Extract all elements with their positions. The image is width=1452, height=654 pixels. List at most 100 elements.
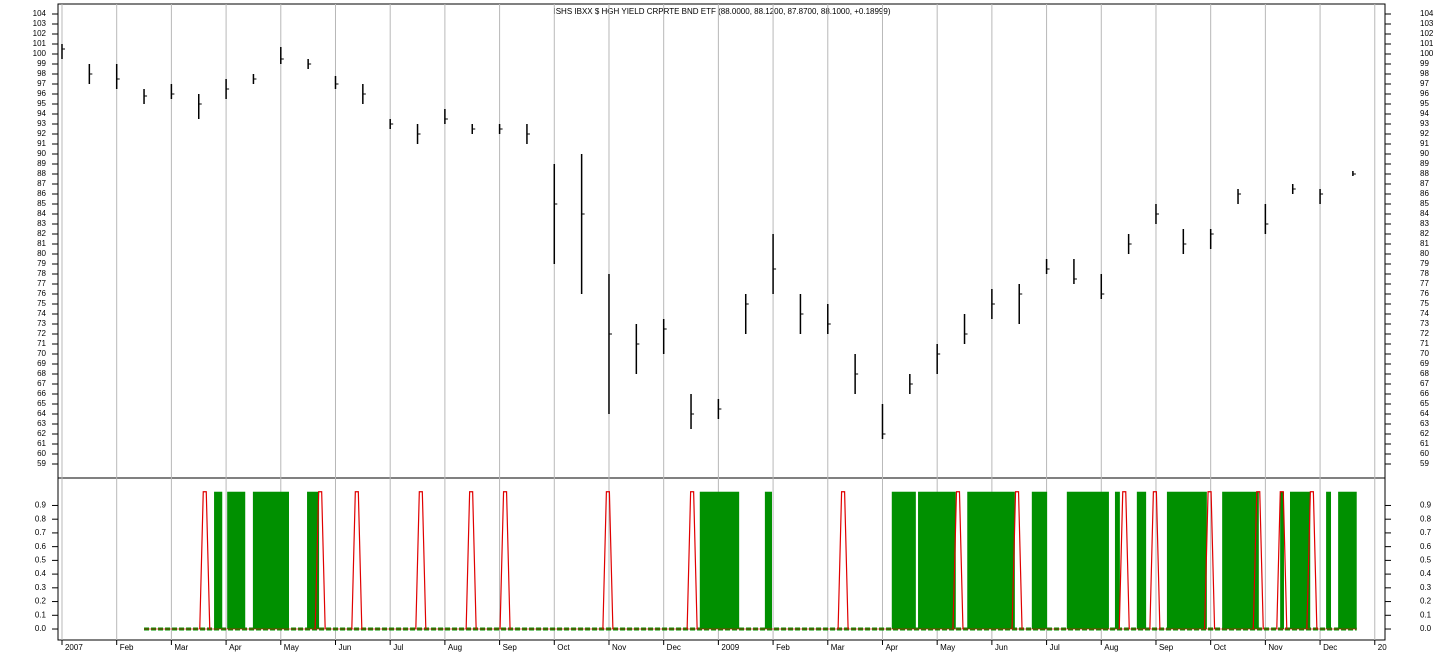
signal-bar: [699, 491, 740, 630]
y-tick-label: 91: [37, 139, 46, 148]
x-tick-label: Dec: [667, 643, 681, 652]
y-tick-label-right: 68: [1420, 369, 1429, 378]
red-spike: [837, 491, 849, 630]
signal-bar: [764, 491, 772, 630]
x-tick-label: Feb: [776, 643, 790, 652]
y-tick-label-right: 102: [1420, 29, 1434, 38]
y-tick-label: 94: [37, 109, 46, 118]
y-tick-label-right: 103: [1420, 19, 1434, 28]
x-tick-label: 2007: [65, 643, 83, 652]
y-tick-label: 104: [33, 9, 47, 18]
y-tick-label-right: 82: [1420, 229, 1429, 238]
y2-tick-label-right: 0.3: [1420, 583, 1432, 592]
y-tick-label-right: 77: [1420, 279, 1429, 288]
y-tick-label-right: 80: [1420, 249, 1429, 258]
x-tick-label: Aug: [1104, 643, 1118, 652]
x-tick-label: Jul: [393, 643, 403, 652]
y2-tick-label: 0.5: [35, 555, 47, 564]
y-tick-label: 61: [37, 439, 46, 448]
signal-bar: [1114, 491, 1120, 630]
x-tick-label: 2009: [721, 643, 739, 652]
y-tick-label-right: 63: [1420, 419, 1429, 428]
y-tick-label: 93: [37, 119, 46, 128]
y-tick-label-right: 87: [1420, 179, 1429, 188]
x-tick-label: Nov: [612, 643, 626, 652]
y-tick-label-right: 95: [1420, 99, 1429, 108]
y-tick-label-right: 97: [1420, 79, 1429, 88]
y-tick-label: 64: [37, 409, 46, 418]
y-tick-label: 87: [37, 179, 46, 188]
red-spike: [1306, 491, 1318, 630]
y-tick-label: 85: [37, 199, 46, 208]
y-tick-label: 102: [33, 29, 47, 38]
y-tick-label: 98: [37, 69, 46, 78]
y-tick-label-right: 76: [1420, 289, 1429, 298]
x-tick-label: 20: [1378, 643, 1387, 652]
y2-tick-label-right: 0.0: [1420, 624, 1432, 633]
y2-tick-label-right: 0.5: [1420, 555, 1432, 564]
y-tick-label: 97: [37, 79, 46, 88]
signal-bar: [214, 491, 223, 630]
y-tick-label: 63: [37, 419, 46, 428]
y2-tick-label: 0.1: [35, 610, 47, 619]
signal-bar: [227, 491, 246, 630]
signal-bar: [1166, 491, 1207, 630]
y-tick-label: 79: [37, 259, 46, 268]
y-tick-label-right: 69: [1420, 359, 1429, 368]
x-tick-label: Aug: [448, 643, 462, 652]
y2-tick-label-right: 0.6: [1420, 542, 1432, 551]
y-tick-label: 86: [37, 189, 46, 198]
red-spike: [499, 491, 511, 630]
red-spike: [1011, 491, 1023, 630]
y-tick-label-right: 61: [1420, 439, 1429, 448]
y-tick-label: 80: [37, 249, 46, 258]
y-tick-label: 66: [37, 389, 46, 398]
signal-bar: [1289, 491, 1311, 630]
signal-bar: [1338, 491, 1357, 630]
chart-title: ISHS IBXX $ HGH YIELD CRPRTE BND ETF (88…: [553, 7, 890, 16]
y-tick-label-right: 59: [1420, 459, 1429, 468]
signal-bar: [252, 491, 289, 630]
y-tick-label: 92: [37, 129, 46, 138]
y-tick-label-right: 72: [1420, 329, 1429, 338]
y-tick-label: 84: [37, 209, 46, 218]
y2-tick-label: 0.9: [35, 501, 47, 510]
y-tick-label-right: 86: [1420, 189, 1429, 198]
signal-bar: [1222, 491, 1259, 630]
y-tick-label-right: 75: [1420, 299, 1429, 308]
y2-tick-label: 0.7: [35, 528, 47, 537]
y-tick-label-right: 90: [1420, 149, 1429, 158]
y-tick-label-right: 93: [1420, 119, 1429, 128]
red-spike: [686, 491, 698, 630]
x-tick-label: Apr: [229, 643, 242, 652]
signal-bar: [918, 491, 956, 630]
y-tick-label: 90: [37, 149, 46, 158]
y-tick-label-right: 99: [1420, 59, 1429, 68]
red-spike: [1149, 491, 1161, 630]
x-tick-label: May: [284, 643, 299, 652]
y-tick-label: 83: [37, 219, 46, 228]
red-spike: [415, 491, 427, 630]
y2-tick-label: 0.3: [35, 583, 47, 592]
y-tick-label-right: 70: [1420, 349, 1429, 358]
y-tick-label-right: 104: [1420, 9, 1434, 18]
y-tick-label-right: 73: [1420, 319, 1429, 328]
y-tick-label: 71: [37, 339, 46, 348]
x-tick-label: Feb: [120, 643, 134, 652]
y-tick-label: 60: [37, 449, 46, 458]
x-tick-label: Jun: [338, 643, 351, 652]
y-tick-label: 78: [37, 269, 46, 278]
signal-bar: [1280, 491, 1284, 630]
signal-bar: [1031, 491, 1048, 630]
y-tick-label: 67: [37, 379, 46, 388]
y2-tick-label-right: 0.8: [1420, 514, 1432, 523]
y2-tick-label: 0.0: [35, 624, 47, 633]
y-tick-label-right: 89: [1420, 159, 1429, 168]
y2-tick-label: 0.6: [35, 542, 47, 551]
y-tick-label: 95: [37, 99, 46, 108]
y-tick-label-right: 67: [1420, 379, 1429, 388]
x-tick-label: Jul: [1050, 643, 1060, 652]
y-tick-label-right: 84: [1420, 209, 1429, 218]
y-tick-label: 77: [37, 279, 46, 288]
